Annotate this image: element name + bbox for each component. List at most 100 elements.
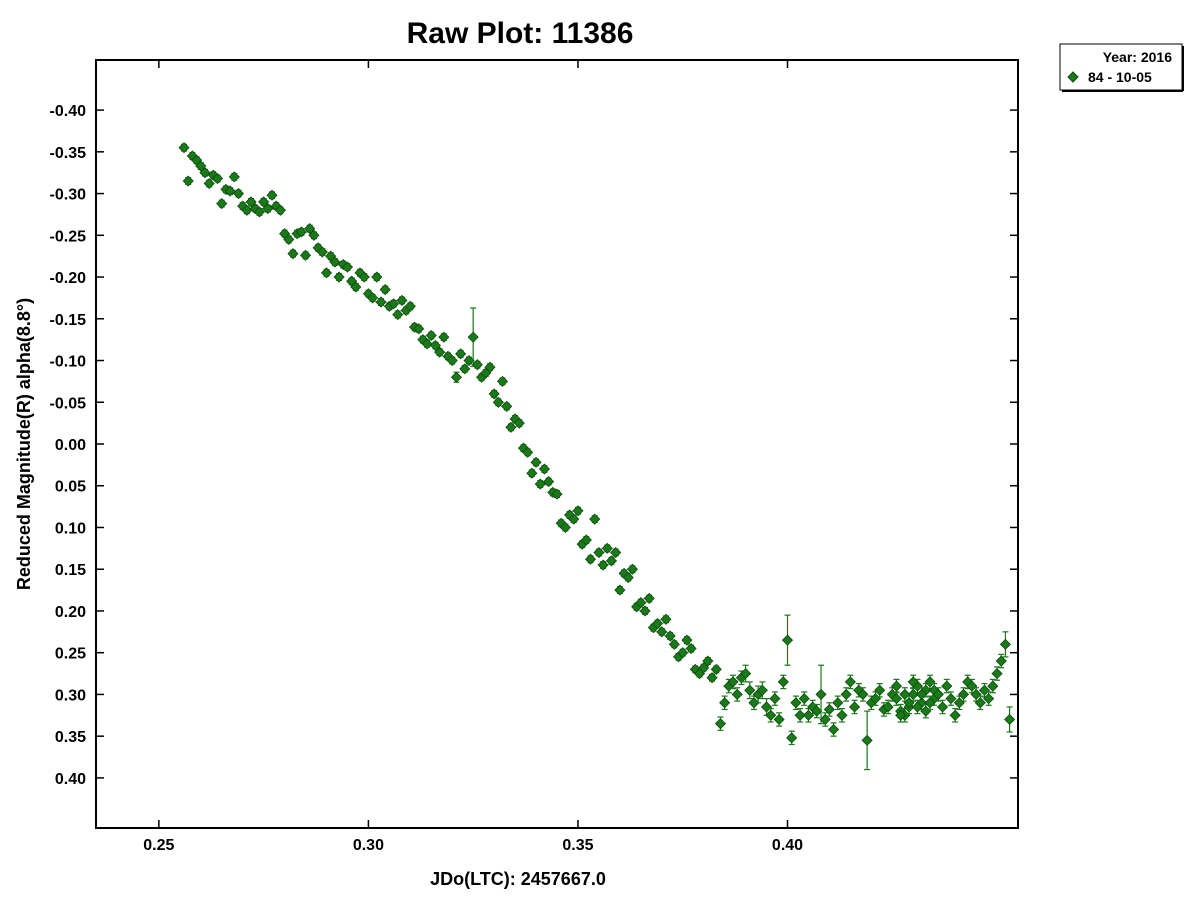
diamond-marker (840, 688, 852, 701)
data-point (626, 563, 639, 575)
data-point (228, 171, 240, 183)
diamond-marker (907, 676, 919, 688)
data-point (698, 662, 710, 674)
data-point (899, 687, 911, 702)
data-point (329, 256, 341, 268)
data-points (178, 142, 1016, 771)
diamond-marker (543, 475, 555, 488)
data-point (211, 172, 224, 185)
diamond-marker (945, 693, 957, 705)
data-point (295, 226, 307, 238)
diamond-marker (995, 655, 1007, 667)
diamond-marker (861, 734, 873, 746)
data-point (1004, 706, 1016, 733)
diamond-marker (777, 676, 789, 688)
plot-area (95, 59, 1019, 829)
data-point (245, 196, 257, 208)
diamond-marker (203, 177, 215, 190)
diamond-marker (949, 709, 961, 721)
diamond-marker (396, 294, 408, 306)
diamond-marker (341, 261, 354, 273)
data-point (652, 617, 664, 630)
data-point (450, 371, 462, 383)
data-point (999, 631, 1011, 658)
y-tick-label: -0.05 (50, 395, 87, 412)
diamond-marker (652, 617, 664, 630)
diamond-marker (253, 206, 266, 218)
data-point (681, 634, 693, 646)
data-point (610, 546, 622, 559)
data-point (861, 710, 873, 771)
diamond-marker (299, 249, 312, 261)
data-point (677, 647, 689, 659)
diamond-marker (811, 705, 823, 717)
data-point (605, 555, 618, 567)
diamond-marker (727, 676, 739, 688)
diamond-marker (957, 688, 970, 701)
diamond-marker (844, 676, 856, 688)
data-point (731, 687, 743, 702)
diamond-marker (639, 605, 651, 617)
diamond-marker (329, 256, 341, 268)
diamond-marker (828, 723, 840, 736)
diamond-marker (559, 521, 571, 534)
data-point (538, 463, 550, 475)
diamond-marker (622, 571, 634, 584)
data-point (794, 708, 806, 723)
data-point (765, 708, 777, 723)
diamond-marker (719, 697, 731, 709)
diamond-marker (211, 172, 224, 185)
diamond-marker (786, 732, 798, 744)
diamond-marker (182, 175, 194, 187)
data-point (811, 703, 823, 719)
diamond-marker (710, 663, 722, 675)
data-point (932, 687, 944, 702)
diamond-marker (434, 346, 446, 358)
diamond-marker (455, 348, 467, 360)
chart-title: Raw Plot: 11386 (407, 17, 634, 50)
data-point (945, 691, 957, 706)
data-point (957, 687, 970, 702)
data-point (828, 722, 840, 737)
data-point (643, 592, 655, 605)
diamond-marker (677, 647, 689, 659)
y-tick-label: -0.30 (50, 187, 87, 204)
diamond-marker (765, 709, 777, 721)
diamond-marker (605, 555, 618, 567)
data-point (664, 630, 676, 642)
diamond-marker (941, 680, 953, 692)
diamond-marker (538, 463, 550, 475)
data-point (660, 613, 672, 625)
diamond-marker (987, 680, 999, 692)
diamond-marker (773, 713, 785, 726)
data-point (262, 203, 274, 215)
diamond-marker (911, 701, 923, 713)
diamond-marker (316, 246, 328, 258)
diamond-marker (580, 534, 592, 546)
data-point (455, 348, 467, 360)
diamond-marker (626, 563, 639, 575)
diamond-marker (501, 400, 513, 413)
diamond-marker (895, 709, 907, 721)
diamond-marker (769, 693, 781, 705)
diamond-marker (1004, 713, 1016, 726)
data-point (840, 687, 852, 702)
x-tick-label: 0.25 (143, 837, 174, 854)
diamond-marker (262, 203, 274, 215)
data-point (203, 177, 215, 190)
data-point (543, 475, 555, 488)
diamond-marker (333, 271, 345, 283)
data-point (392, 309, 404, 321)
diamond-marker (731, 688, 743, 701)
diamond-marker (584, 553, 597, 565)
data-point (434, 346, 446, 358)
diamond-marker (492, 396, 504, 408)
diamond-marker (924, 676, 936, 688)
diamond-marker (610, 546, 622, 559)
data-point (685, 642, 697, 655)
y-tick-label: 0.10 (55, 520, 86, 537)
diamond-marker (572, 505, 584, 517)
legend-marker-icon (1067, 71, 1079, 83)
data-point (756, 681, 768, 700)
diamond-marker (890, 680, 903, 692)
